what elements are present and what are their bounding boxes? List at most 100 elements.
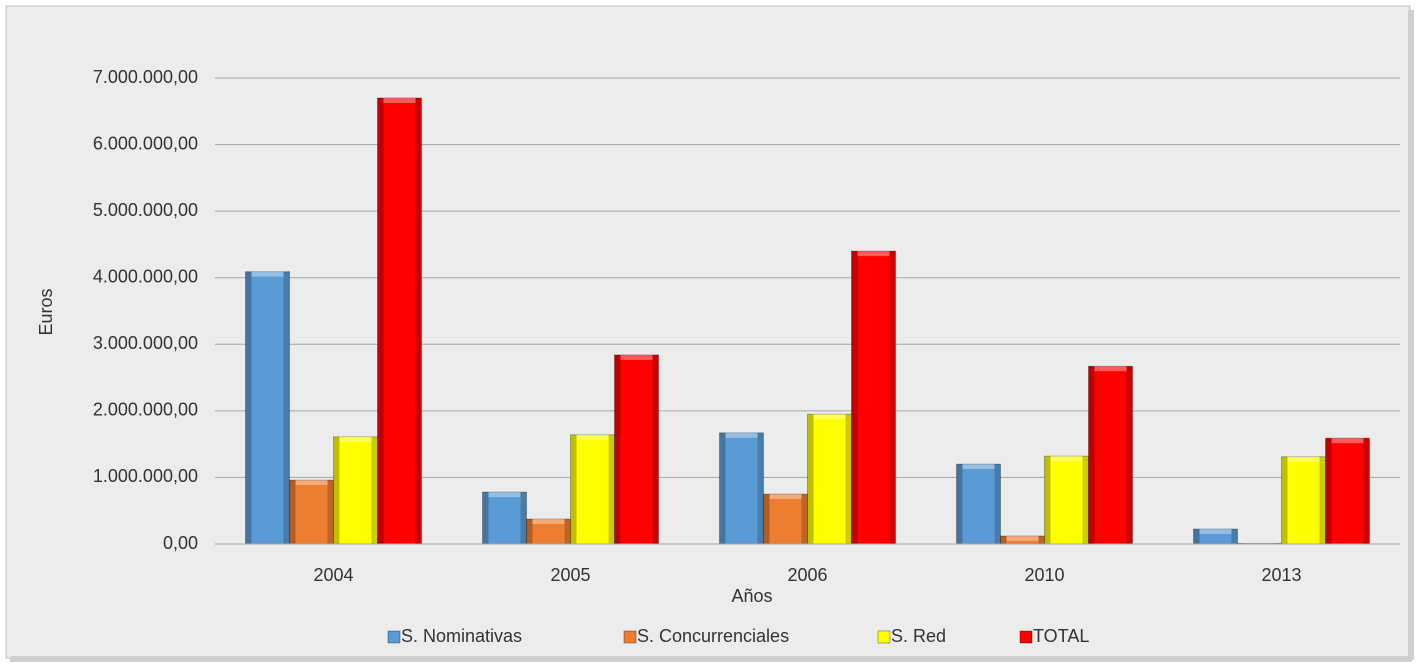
bar-highlight bbox=[1287, 456, 1320, 462]
y-tick-label: 3.000.000,00 bbox=[93, 333, 198, 353]
bar-shade bbox=[482, 492, 489, 544]
bar-shade bbox=[327, 480, 334, 544]
bar bbox=[851, 250, 896, 545]
x-tick-label: 2010 bbox=[1024, 565, 1064, 585]
bar-shade bbox=[564, 519, 571, 544]
bar-shade bbox=[1038, 536, 1045, 544]
bar bbox=[245, 271, 290, 545]
bar-shade bbox=[1126, 366, 1133, 544]
legend-label: S. Red bbox=[891, 626, 946, 646]
bar bbox=[614, 354, 659, 545]
bar-shade bbox=[801, 494, 808, 544]
bar-shade bbox=[807, 414, 814, 544]
bar-shade bbox=[526, 519, 533, 544]
y-tick-label: 6.000.000,00 bbox=[93, 133, 198, 153]
bar-highlight bbox=[1050, 456, 1083, 462]
x-tick-label: 2006 bbox=[787, 565, 827, 585]
legend-marker bbox=[877, 630, 891, 644]
bar-shade bbox=[283, 271, 290, 544]
bar bbox=[1281, 456, 1326, 545]
bar-highlight bbox=[295, 480, 328, 486]
bar bbox=[719, 432, 764, 545]
y-tick-label: 5.000.000,00 bbox=[93, 200, 198, 220]
x-axis-title: Años bbox=[731, 586, 772, 606]
bar bbox=[1325, 437, 1370, 545]
bar-shade bbox=[889, 251, 896, 545]
bar-highlight bbox=[488, 492, 521, 498]
bar-highlight bbox=[1094, 366, 1127, 372]
bar-highlight bbox=[962, 464, 995, 470]
legend-marker bbox=[623, 630, 637, 644]
bar-shade bbox=[719, 432, 726, 544]
y-tick-label: 0,00 bbox=[163, 533, 198, 553]
frame-shadow bbox=[1408, 10, 1414, 660]
bar bbox=[1088, 365, 1133, 545]
bar-shade bbox=[614, 354, 621, 544]
bar-shade bbox=[652, 354, 659, 544]
bar-shade bbox=[520, 492, 527, 544]
bar-highlight bbox=[620, 354, 653, 360]
bar-shade bbox=[994, 464, 1001, 544]
bar bbox=[763, 493, 808, 545]
bar-highlight bbox=[725, 432, 758, 438]
bar-shade bbox=[245, 271, 252, 544]
legend-marker bbox=[387, 630, 401, 644]
frame-shadow bbox=[10, 656, 1412, 662]
bar-shade bbox=[415, 97, 422, 544]
bar-highlight bbox=[339, 436, 372, 442]
bar-shade bbox=[845, 414, 852, 544]
bar-highlight bbox=[1199, 529, 1232, 535]
bar bbox=[482, 491, 527, 545]
bar-shade bbox=[377, 97, 384, 544]
bar bbox=[956, 463, 1001, 545]
bar bbox=[333, 436, 378, 545]
bar-shade bbox=[608, 434, 615, 544]
bar-shade bbox=[757, 432, 764, 544]
bar-shade bbox=[1363, 438, 1370, 544]
chart-frame bbox=[5, 5, 1411, 659]
bar-highlight bbox=[532, 519, 565, 525]
bar bbox=[1044, 455, 1089, 545]
bar-highlight bbox=[383, 97, 416, 103]
legend-label: S. Concurrenciales bbox=[637, 626, 789, 646]
legend-marker bbox=[1019, 630, 1033, 644]
bar-highlight bbox=[813, 414, 846, 420]
x-tick-label: 2005 bbox=[550, 565, 590, 585]
bar bbox=[526, 518, 571, 545]
x-tick-label: 2004 bbox=[313, 565, 353, 585]
bar bbox=[807, 413, 852, 545]
bar-shade bbox=[1044, 456, 1051, 544]
bar-shade bbox=[1082, 456, 1089, 544]
bar-highlight bbox=[251, 271, 284, 277]
legend-label: TOTAL bbox=[1033, 626, 1089, 646]
bar-shade bbox=[1319, 456, 1326, 544]
bar-shade bbox=[1088, 366, 1095, 544]
y-tick-label: 1.000.000,00 bbox=[93, 466, 198, 486]
bar-shade bbox=[371, 436, 378, 544]
legend-label: S. Nominativas bbox=[401, 626, 522, 646]
bar-shade bbox=[1325, 438, 1332, 544]
y-tick-label: 7.000.000,00 bbox=[93, 67, 198, 87]
bar-highlight bbox=[576, 434, 609, 440]
y-axis-title: Euros bbox=[36, 288, 56, 335]
bar-shade bbox=[1193, 529, 1200, 544]
bar-highlight bbox=[857, 251, 890, 257]
bar-highlight bbox=[1331, 438, 1364, 444]
y-tick-label: 2.000.000,00 bbox=[93, 400, 198, 420]
bar-shade bbox=[956, 464, 963, 544]
bar-shade bbox=[1000, 536, 1007, 544]
bar-shade bbox=[851, 251, 858, 545]
bar bbox=[377, 97, 422, 545]
y-tick-label: 4.000.000,00 bbox=[93, 266, 198, 286]
bar-shade bbox=[1231, 529, 1238, 544]
bar-shade bbox=[570, 434, 577, 544]
bar bbox=[570, 434, 615, 545]
bar-highlight bbox=[1006, 536, 1039, 542]
bar bbox=[289, 479, 334, 545]
bar-highlight bbox=[769, 494, 802, 500]
bar-shade bbox=[333, 436, 340, 544]
bar-shade bbox=[289, 480, 296, 544]
x-tick-label: 2013 bbox=[1261, 565, 1301, 585]
